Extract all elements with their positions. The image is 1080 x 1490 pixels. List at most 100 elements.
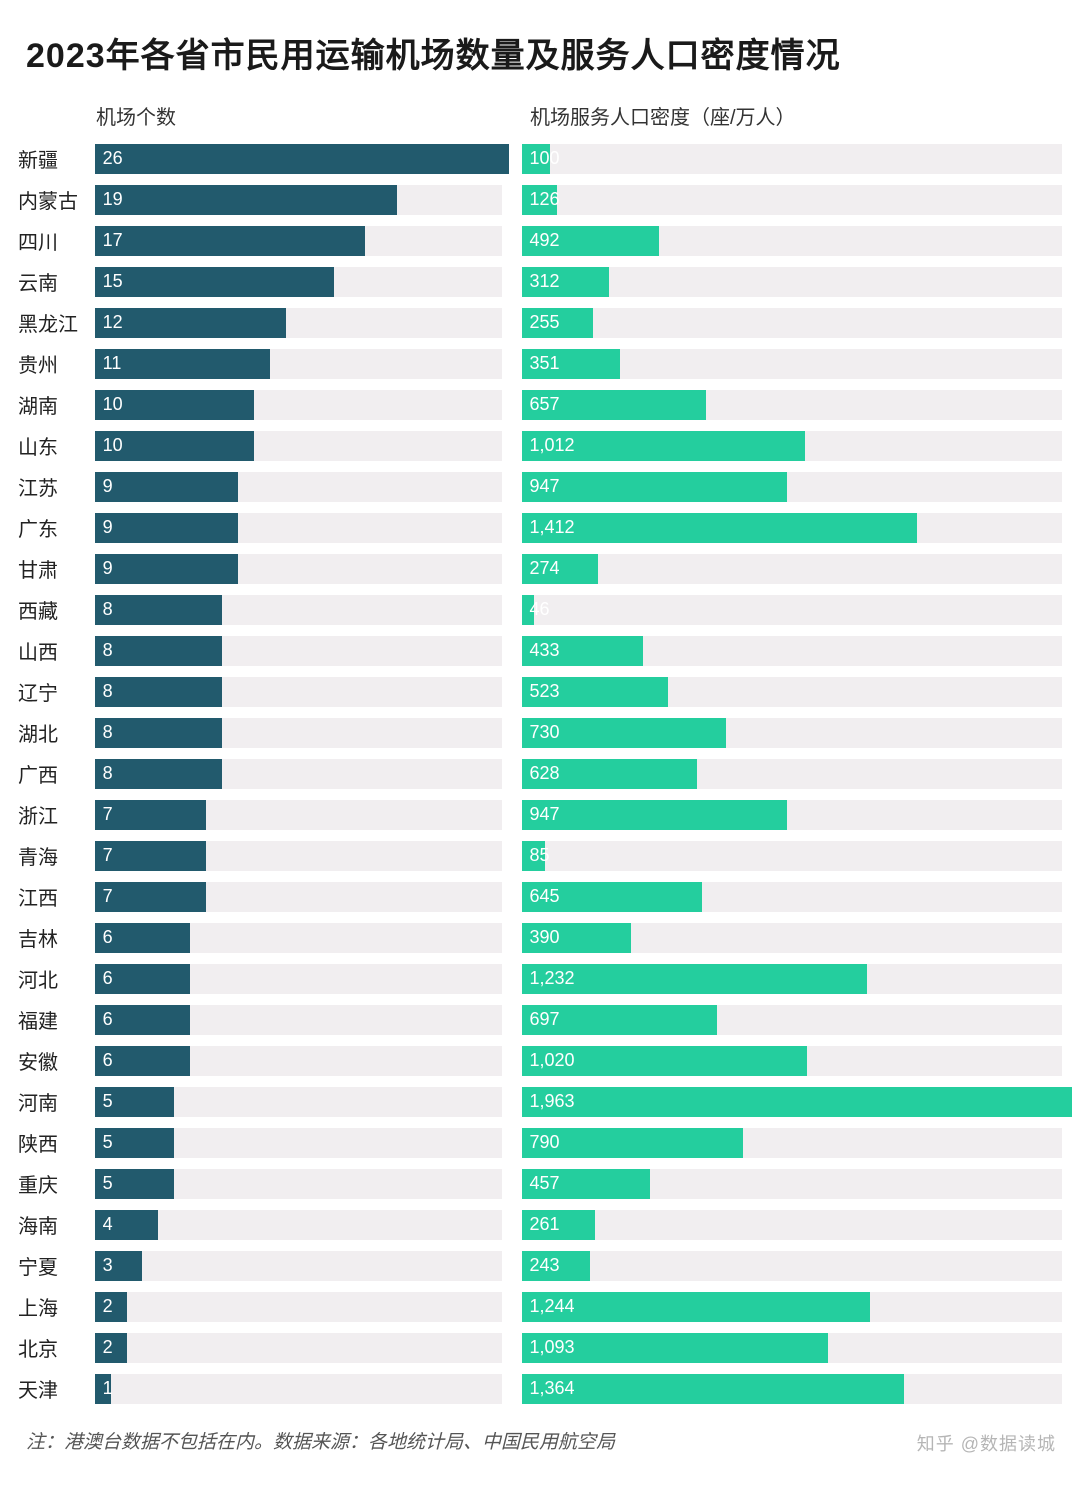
chart-row: 贵州11351: [18, 343, 1062, 384]
count-bar-track: 6: [95, 1005, 502, 1035]
province-label: 云南: [18, 267, 95, 296]
count-bar-track: 1: [95, 1374, 502, 1404]
count-bar-value: 8: [103, 599, 113, 620]
density-bar-track: 523: [522, 677, 1063, 707]
density-bar: 657: [522, 390, 706, 420]
density-bar-track: 126: [522, 185, 1063, 215]
density-bar-track: 274: [522, 554, 1063, 584]
count-bar-value: 9: [103, 558, 113, 579]
density-bar-track: 85: [522, 841, 1063, 871]
chart-row: 内蒙古19126: [18, 179, 1062, 220]
province-label: 重庆: [18, 1169, 95, 1198]
density-bar-value: 1,093: [530, 1337, 575, 1358]
province-label: 西藏: [18, 595, 95, 624]
count-bar-value: 26: [103, 148, 123, 169]
source-watermark: 知乎 @数据读城: [917, 1430, 1056, 1456]
density-bar-value: 85: [530, 845, 550, 866]
density-bar-track: 312: [522, 267, 1063, 297]
province-label: 天津: [18, 1374, 95, 1403]
density-bar-track: 697: [522, 1005, 1063, 1035]
chart-row: 江苏9947: [18, 466, 1062, 507]
count-bar-track: 6: [95, 923, 502, 953]
count-bar-value: 6: [103, 1050, 113, 1071]
count-bar-value: 10: [103, 394, 123, 415]
chart-row: 广东91,412: [18, 507, 1062, 548]
density-bar-value: 523: [530, 681, 560, 702]
count-bar: 8: [95, 636, 222, 666]
chart-row: 重庆 5 457: [18, 1163, 1062, 1204]
density-bar-value: 657: [530, 394, 560, 415]
count-bar-value: 7: [103, 845, 113, 866]
count-bar-track: 8: [95, 677, 502, 707]
density-bar-value: 1,244: [530, 1296, 575, 1317]
density-bar: 1,093: [522, 1333, 828, 1363]
chart-row: 云南15 312: [18, 261, 1062, 302]
count-bar: 2: [95, 1333, 127, 1363]
count-bar-value: 6: [103, 1009, 113, 1030]
density-bar: 730: [522, 718, 727, 748]
count-bar-track: 8: [95, 759, 502, 789]
chart-row: 山东101,012: [18, 425, 1062, 466]
density-bar: 492: [522, 226, 660, 256]
density-bar: 947: [522, 472, 787, 502]
chart-row: 江西7645: [18, 876, 1062, 917]
density-bar: 1,020: [522, 1046, 808, 1076]
chart-row: 天津 1 1,364: [18, 1368, 1062, 1409]
density-bar: 126: [522, 185, 557, 215]
density-bar-track: 1,364: [522, 1374, 1063, 1404]
density-bar-value: 351: [530, 353, 560, 374]
count-bar-track: 9: [95, 472, 502, 502]
density-bar-value: 100: [530, 148, 560, 169]
density-bar-value: 1,963: [530, 1091, 575, 1112]
count-bar: 8: [95, 759, 222, 789]
count-bar-track: 8: [95, 718, 502, 748]
province-label: 湖南: [18, 390, 95, 419]
count-bar-value: 6: [103, 968, 113, 989]
density-bar: 255: [522, 308, 593, 338]
count-bar-value: 8: [103, 763, 113, 784]
count-bar-value: 19: [103, 189, 123, 210]
density-bar-value: 433: [530, 640, 560, 661]
count-bar: 9: [95, 554, 238, 584]
density-bar-track: 947: [522, 800, 1063, 830]
density-bar: 457: [522, 1169, 650, 1199]
count-bar-value: 11: [103, 353, 122, 374]
province-label: 浙江: [18, 800, 95, 829]
density-bar: 1,963: [522, 1087, 1072, 1117]
density-bar-track: 628: [522, 759, 1063, 789]
density-bar: 1,412: [522, 513, 918, 543]
count-bar: 7: [95, 800, 206, 830]
chart-row: 湖北8730: [18, 712, 1062, 753]
count-bar-value: 8: [103, 722, 113, 743]
density-bar: 947: [522, 800, 787, 830]
chart-row: 上海2 1,244: [18, 1286, 1062, 1327]
density-bar: 274: [522, 554, 599, 584]
count-bar-value: 1: [103, 1378, 113, 1399]
count-bar-track: 10: [95, 390, 502, 420]
count-bar: 6: [95, 1046, 191, 1076]
density-bar: 351: [522, 349, 620, 379]
density-bar-value: 1,364: [530, 1378, 575, 1399]
count-bar-track: 11: [95, 349, 502, 379]
count-bar: 15: [95, 267, 334, 297]
count-bar: 2: [95, 1292, 127, 1322]
province-label: 吉林: [18, 923, 95, 952]
density-bar-value: 730: [530, 722, 560, 743]
chart-row: 陕西5790: [18, 1122, 1062, 1163]
density-bar: 645: [522, 882, 703, 912]
density-bar-track: 46: [522, 595, 1063, 625]
density-bar-value: 390: [530, 927, 560, 948]
right-series-label: 机场服务人口密度（座/万人）: [510, 101, 796, 130]
density-bar: 46: [522, 595, 535, 625]
count-bar: 8: [95, 677, 222, 707]
density-bar-track: 261: [522, 1210, 1063, 1240]
province-label: 上海: [18, 1292, 95, 1321]
province-label: 宁夏: [18, 1251, 95, 1280]
province-label: 安徽: [18, 1046, 95, 1075]
province-label: 山东: [18, 431, 95, 460]
density-bar-value: 492: [530, 230, 560, 251]
count-bar-value: 5: [103, 1173, 113, 1194]
density-bar-track: 457: [522, 1169, 1063, 1199]
province-label: 广西: [18, 759, 95, 788]
density-bar-track: 492: [522, 226, 1063, 256]
